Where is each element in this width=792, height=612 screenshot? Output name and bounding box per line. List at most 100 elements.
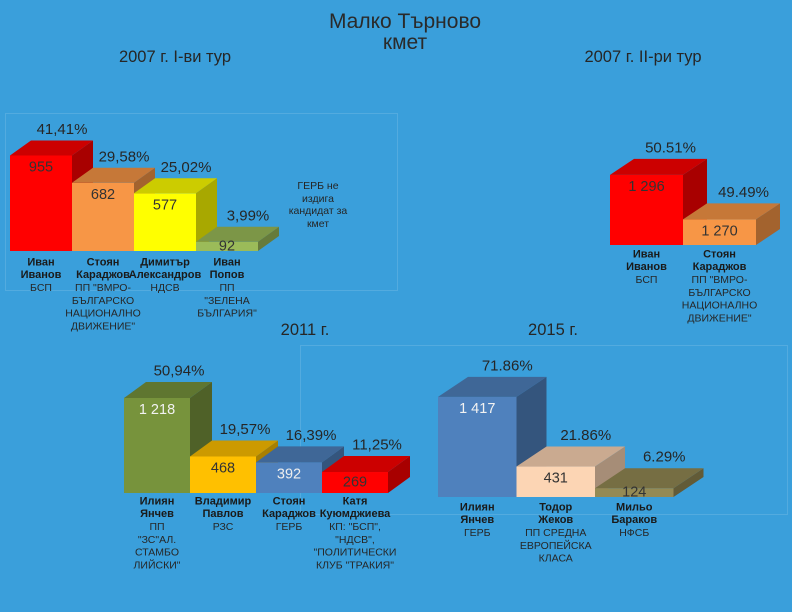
candidate-name-line: Иван [633,248,660,260]
bar-top [10,140,93,156]
bar [595,468,704,497]
candidate-name-line: Караджов [262,508,316,520]
party-line: ПП [149,521,164,533]
candidate-name-line: Мильо [616,501,653,513]
party-line: ГЕРБ [464,527,491,539]
party-line: ПП СРЕДНА [525,527,586,539]
value-label: 431 [544,471,568,487]
candidate-name-line: Караджов [76,269,130,281]
candidate-name-line: Илиян [140,495,175,507]
bar-top [256,446,344,463]
party-line: НАЦИОНАЛНО [65,308,141,320]
chart-bars [438,376,704,497]
bar-front [190,456,256,493]
bar-front [72,182,134,251]
bar-front [516,466,595,497]
percent-label: 16,39% [286,427,337,444]
percent-label: 19,57% [220,421,271,438]
candidate-name-line: Бараков [611,514,657,526]
candidate-name-line: Куюмджиева [320,508,391,520]
bar-front [196,241,258,251]
party-line: БЪЛГАРИЯ" [197,308,257,320]
candidate-name-line: Димитър [140,256,190,268]
bar-top [683,203,780,220]
page-title: Малко Търново [328,10,482,33]
chart-note: ГЕРБ не издига кандидат за кмет [268,180,368,230]
chart-bars [610,158,780,245]
value-label: 269 [343,475,367,491]
party-line: ЛИЙСКИ" [134,558,181,571]
party-line: ДВИЖЕНИЕ" [687,312,751,324]
bar-top [72,167,155,183]
bar-top [196,226,279,242]
bar-front [134,193,196,251]
chart-title-2007-round-1: 2007 г. I-ви тур [118,48,232,66]
candidate-name-line: Иванов [21,269,62,281]
candidate-name-line: Попов [210,269,245,281]
value-label: 468 [211,460,235,476]
party-line: "ЗС"АЛ. [138,534,176,546]
chart-note-line: кандидат за [288,205,348,218]
bar-top [190,440,278,457]
bar [516,446,625,497]
percent-label: 50,94% [154,362,205,379]
chart-area-frame [300,345,788,515]
party-line: БЪЛГАРСКО [72,295,134,307]
value-label: 1 218 [139,402,175,418]
percent-label: 71.86% [482,357,533,374]
percent-label: 25,02% [161,159,212,176]
bar-side [388,456,410,493]
candidate-name-line: Стоян [273,495,306,507]
party-line: ЕВРОПЕЙСКА [520,539,592,552]
party-line: ПП "ВМРО- [75,282,131,294]
candidate-name-line: Павлов [203,508,244,520]
party-line: ГЕРБ [276,521,303,533]
party-line: ПП [219,282,234,294]
percent-label: 21.86% [560,427,611,444]
candidate-name-line: Стоян [703,248,736,260]
bar [683,203,780,245]
party-line: СТАМБО [135,547,179,559]
party-line: БСП [30,282,52,294]
bar-front [438,396,517,497]
chart-bars [10,140,279,251]
candidate-name-line: Тодор [539,501,572,513]
party-line: НДСВ [150,282,179,294]
bar-front [10,155,72,251]
percent-label: 3,99% [227,207,270,224]
party-line: ПП "ВМРО- [692,274,748,286]
candidate-name-line: Иван [213,256,240,268]
party-line: КП: "БСП", [329,521,381,533]
labels-layer: 95541,41%ИванИвановБСП68229,58%СтоянКара… [21,121,769,571]
bar-front [595,488,674,497]
bar-side [756,203,780,245]
page-subtitle: кмет [382,31,428,54]
party-line: "ПОЛИТИЧЕСКИ [314,547,397,559]
percent-label: 49.49% [718,184,769,201]
percent-label: 6.29% [643,449,686,466]
bar-side [673,468,704,497]
bar-side [258,226,279,251]
bar-front [256,462,322,493]
bar-top [438,376,547,397]
percent-label: 41,41% [37,121,88,138]
bar-top [610,158,707,175]
chart-title-2007-round-2: 2007 г. II-ри тур [584,48,702,66]
candidate-name-line: Иванов [626,261,667,273]
value-label: 1 296 [628,179,664,195]
bar-top [595,468,704,489]
candidate-name-line: Янчев [140,508,174,520]
candidate-name-line: Александров [129,269,202,281]
bars-layer [10,140,780,497]
chart-note-line: кмет [306,217,330,230]
value-label: 124 [622,485,646,501]
party-line: "НДСВ", [335,534,375,546]
